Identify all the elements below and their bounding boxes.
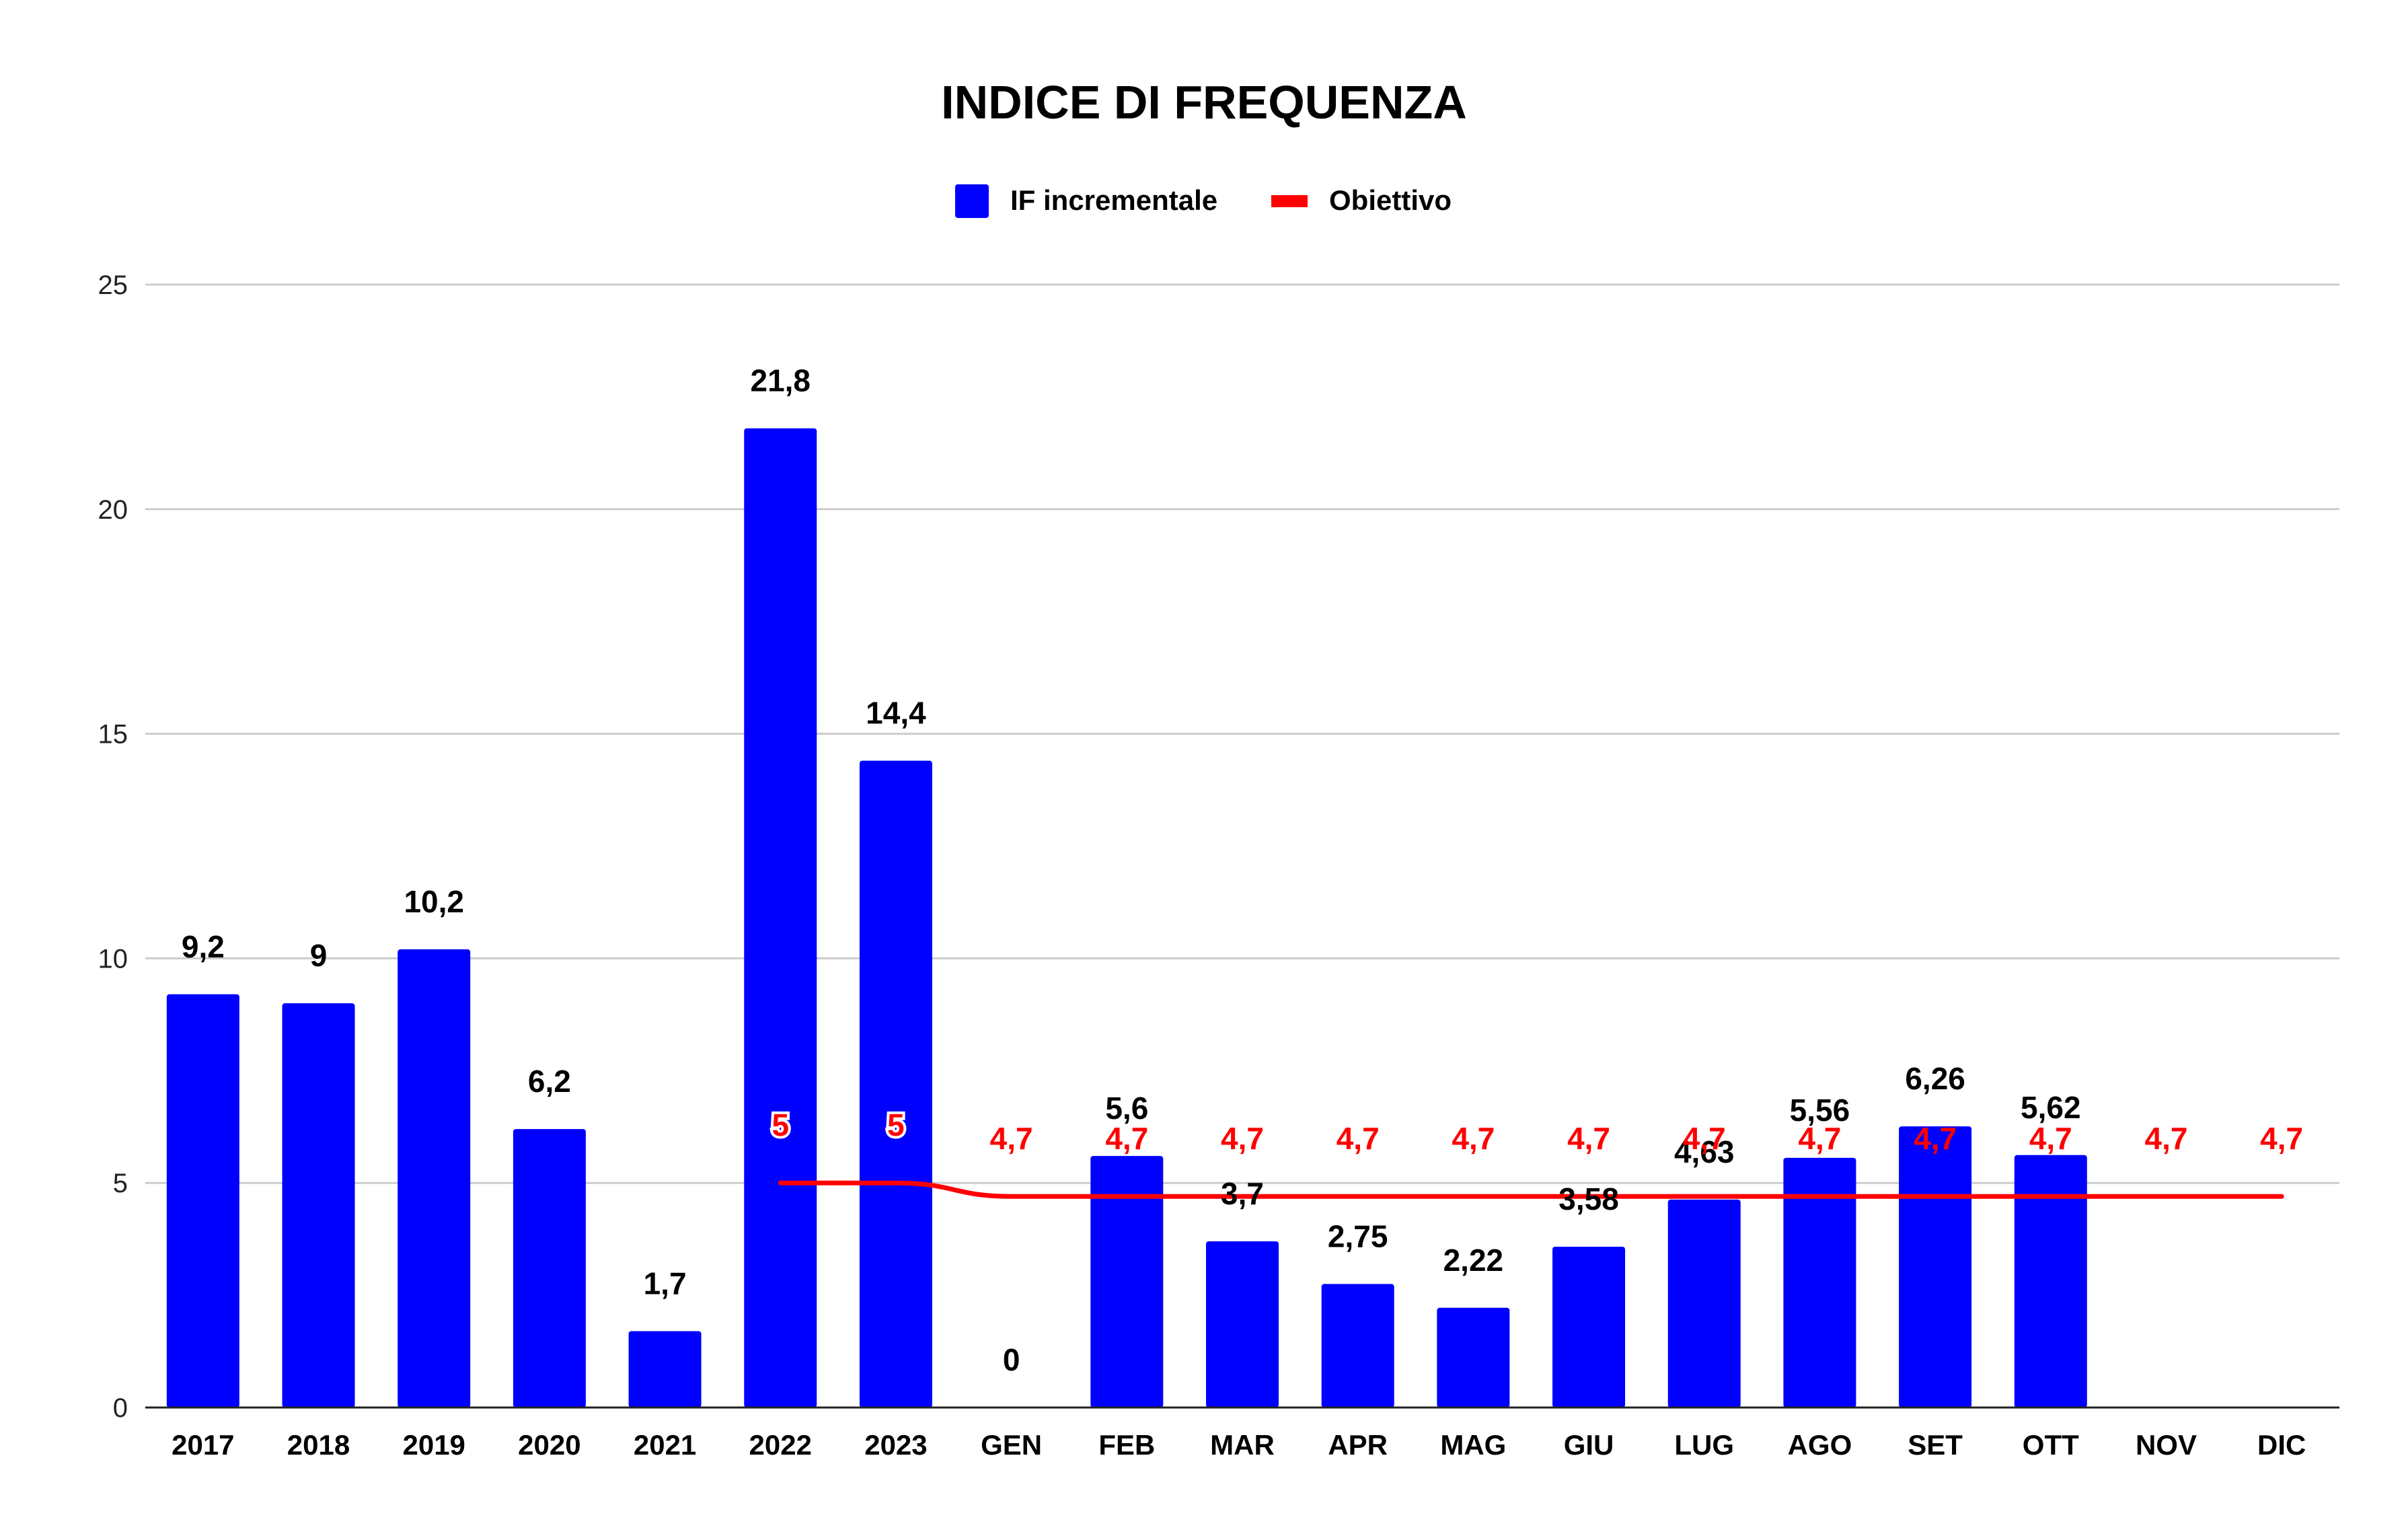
line-data-label: 4,7: [990, 1121, 1033, 1156]
x-tick-label: GIU: [1564, 1429, 1614, 1461]
line-data-label: 5: [887, 1107, 905, 1142]
x-tick-label: AGO: [1788, 1429, 1852, 1461]
line-data-label: 4,7: [1105, 1121, 1148, 1156]
x-tick-label: 2019: [402, 1429, 465, 1461]
legend-label-bar: IF incrementale: [1010, 184, 1217, 216]
bar: [1206, 1241, 1279, 1408]
y-tick-label: 15: [98, 720, 128, 750]
line-series: [778, 1180, 2284, 1199]
bar-data-label: 9,2: [182, 929, 225, 964]
bar-data-label: 1,7: [644, 1266, 687, 1301]
legend-swatch-line: [1271, 195, 1308, 207]
line-data-label: 4,7: [1567, 1121, 1610, 1156]
bar-data-label: 2,22: [1443, 1243, 1504, 1278]
bar-data-label: 4,63: [1674, 1134, 1735, 1169]
bar: [513, 1129, 586, 1408]
y-tick-label: 5: [113, 1169, 128, 1198]
line-data-labels: 5 5 4,7 4,7 4,7 4,7 4,7 4,7 4,7 4,7 4,7 4,7 4,7 4,7: [769, 1105, 2303, 1156]
x-tick-label: FEB: [1098, 1429, 1155, 1461]
bar: [1552, 1246, 1626, 1408]
y-tick-label: 25: [98, 270, 128, 300]
line-data-label: 4,7: [1798, 1121, 1841, 1156]
x-tick-label: 2020: [518, 1429, 580, 1461]
y-tick-label: 10: [98, 944, 128, 974]
bar-data-label: 21,8: [750, 363, 811, 398]
bar: [398, 949, 471, 1408]
x-tick-label: LUG: [1674, 1429, 1734, 1461]
bar: [1090, 1156, 1164, 1408]
bar: [1321, 1284, 1394, 1408]
y-axis-ticks: 0 5 10 15 20 25: [98, 270, 128, 1423]
line-data-label: 4,7: [1337, 1121, 1380, 1156]
line-data-label: 4,7: [2029, 1121, 2072, 1156]
x-axis-ticks: 2017 2018 2019 2020 2021 2022 2023 GEN FEB MAR APR…: [172, 1429, 2306, 1461]
x-tick-label: NOV: [2136, 1429, 2197, 1461]
bar: [628, 1331, 702, 1408]
bar-data-label: 10,2: [404, 884, 464, 919]
line-data-label: 4,7: [2260, 1121, 2303, 1156]
legend-label-line: Obiettivo: [1329, 184, 1452, 216]
bar-data-label: 5,56: [1790, 1093, 1850, 1128]
gridlines: [145, 283, 2339, 1184]
line-data-label: 4,7: [2144, 1121, 2187, 1156]
bar-data-label: 14,4: [866, 696, 926, 731]
x-tick-label: DIC: [2257, 1429, 2306, 1461]
line-data-label: 5: [772, 1107, 789, 1142]
legend: IF incrementale Obiettivo: [955, 184, 1452, 218]
bar: [744, 428, 817, 1408]
bar: [1437, 1307, 1510, 1408]
bar-data-labels: 9,2 9 10,2 6,2 1,7 21,8 14,4 0 5,6 3,7 2,75 2,22 3,5…: [182, 363, 2081, 1377]
bar: [2014, 1155, 2087, 1408]
x-tick-label: APR: [1328, 1429, 1388, 1461]
bar-data-label: 0: [1003, 1342, 1020, 1377]
line-data-label: 4,7: [1683, 1121, 1726, 1156]
bar-data-label: 5,62: [2021, 1090, 2081, 1125]
chart-title: INDICE DI FREQUENZA: [941, 76, 1467, 129]
x-tick-label: 2023: [864, 1429, 927, 1461]
line-data-label: 4,7: [1914, 1121, 1957, 1156]
x-tick-label: OTT: [2023, 1429, 2079, 1461]
bar-data-label: 3,7: [1221, 1176, 1264, 1211]
bar-data-label: 3,58: [1558, 1181, 1619, 1216]
bar: [1899, 1126, 1972, 1408]
bar-data-label: 5,6: [1105, 1091, 1148, 1126]
x-tick-label: GEN: [981, 1429, 1042, 1461]
objective-line: [778, 1180, 2284, 1199]
bar: [166, 994, 239, 1408]
bar: [1783, 1157, 1856, 1408]
line-data-label: 4,7: [1221, 1121, 1264, 1156]
legend-swatch-bar: [955, 184, 989, 218]
bar: [282, 1003, 355, 1408]
bar-data-label: 9: [310, 938, 328, 973]
line-data-label: 4,7: [1452, 1121, 1495, 1156]
x-tick-label: 2017: [172, 1429, 234, 1461]
x-tick-label: MAR: [1210, 1429, 1275, 1461]
y-tick-label: 0: [113, 1393, 128, 1423]
x-tick-label: 2021: [634, 1429, 696, 1461]
y-tick-label: 20: [98, 495, 128, 525]
bar: [859, 760, 932, 1408]
bar-data-label: 2,75: [1328, 1218, 1388, 1253]
bar-data-label: 6,2: [528, 1064, 571, 1099]
x-tick-label: 2018: [287, 1429, 350, 1461]
bar: [1667, 1199, 1741, 1408]
bar-data-label: 6,26: [1905, 1061, 1965, 1096]
x-tick-label: 2022: [749, 1429, 812, 1461]
x-tick-label: MAG: [1440, 1429, 1506, 1461]
x-tick-label: SET: [1908, 1429, 1963, 1461]
